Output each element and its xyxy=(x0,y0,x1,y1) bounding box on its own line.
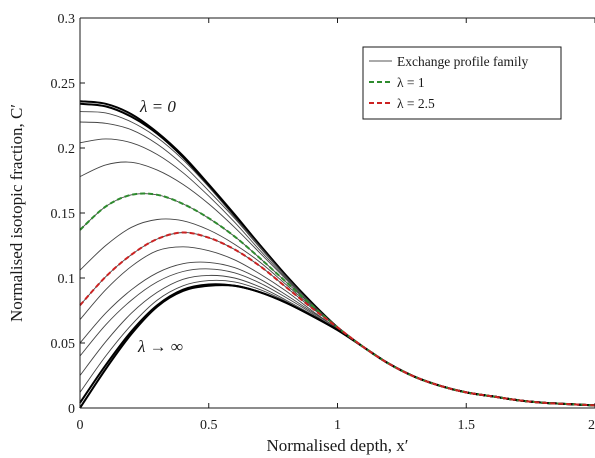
ticks-layer: 0 0.5 1 1.5 2 0 0.05 0.1 0.15 0.2 0.25 0.3 xyxy=(51,12,595,433)
legend-label-family: Exchange profile family xyxy=(397,54,528,69)
annotation-lambda-zero: λ = 0 xyxy=(139,97,176,116)
y-tick-label-6: 0.3 xyxy=(58,12,76,27)
series-layer xyxy=(79,100,595,409)
x-tick-label-0: 0 xyxy=(77,418,84,433)
y-axis-title: Normalised isotopic fraction, C′ xyxy=(7,104,26,322)
annotation-lambda-infinity: λ → ∞ xyxy=(137,337,183,356)
x-axis-title: Normalised depth, x′ xyxy=(266,436,408,455)
x-tick-label-1: 0.5 xyxy=(200,418,218,433)
y-tick-label-5: 0.25 xyxy=(51,77,76,92)
legend-label-lambda-2-5: λ = 2.5 xyxy=(397,96,435,111)
y-tick-label-0: 0 xyxy=(68,402,75,417)
x-tick-label-4: 2 xyxy=(588,418,595,433)
legend: Exchange profile family λ = 1 λ = 2.5 xyxy=(362,46,562,120)
y-tick-label-3: 0.15 xyxy=(51,207,76,222)
y-tick-label-4: 0.2 xyxy=(58,142,76,157)
series-lambda-2-5-line xyxy=(79,231,595,407)
y-tick-label-1: 0.05 xyxy=(51,337,76,352)
legend-box xyxy=(362,46,562,120)
x-tick-label-3: 1.5 xyxy=(458,418,476,433)
y-tick-label-2: 0.1 xyxy=(58,272,76,287)
legend-label-lambda-1: λ = 1 xyxy=(397,75,425,90)
x-tick-label-2: 1 xyxy=(334,418,341,433)
